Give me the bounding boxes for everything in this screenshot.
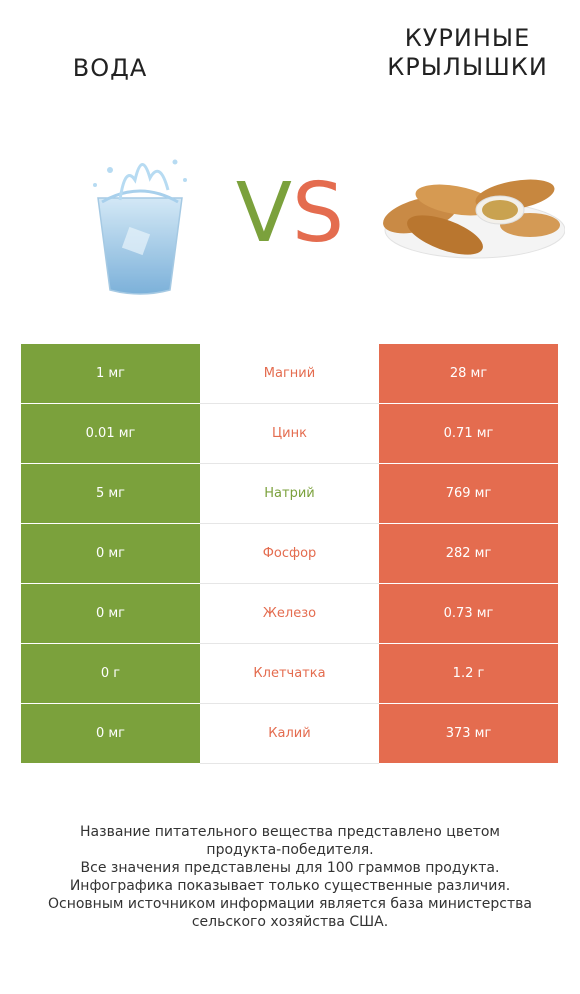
right-product-title: КУРИНЫЕ КРЫЛЫШКИ	[370, 24, 565, 82]
table-row: 0.01 мг Цинк 0.71 мг	[21, 403, 558, 464]
footer-line: сельского хозяйства США.	[191, 914, 389, 930]
chicken-wings-image	[383, 179, 565, 259]
footer-line: Инфографика показывает только существенн…	[69, 878, 511, 894]
table-row: 0 г Клетчатка 1.2 г	[21, 643, 558, 704]
left-value: 0 мг	[21, 583, 200, 644]
right-title-line-2: КРЫЛЫШКИ	[387, 53, 548, 81]
right-title-line-1: КУРИНЫЕ	[404, 24, 531, 52]
table-row: 0 мг Фосфор 282 мг	[21, 523, 558, 584]
table-row: 1 мг Магний 28 мг	[21, 344, 558, 404]
left-value: 0 г	[21, 643, 200, 704]
nutrient-name: Натрий	[200, 463, 379, 524]
vs-label: VS	[235, 166, 345, 261]
nutrient-name: Клетчатка	[200, 643, 379, 704]
footer-note: Название питательного вещества представл…	[20, 823, 560, 931]
footer-line: продукта-победителя.	[206, 842, 374, 858]
footer-line: Основным источником информации является …	[48, 896, 532, 912]
left-value: 0 мг	[21, 703, 200, 764]
right-value: 28 мг	[379, 344, 558, 404]
nutrient-name: Калий	[200, 703, 379, 764]
right-value: 0.73 мг	[379, 583, 558, 644]
table-row: 5 мг Натрий 769 мг	[21, 463, 558, 524]
right-value: 0.71 мг	[379, 403, 558, 464]
left-product-title: ВОДА	[72, 54, 148, 82]
nutrient-name: Цинк	[200, 403, 379, 464]
footer-line: Название питательного вещества представл…	[80, 824, 500, 840]
right-value: 373 мг	[379, 703, 558, 764]
left-value: 1 мг	[21, 344, 200, 404]
left-value: 0 мг	[21, 523, 200, 584]
right-value: 1.2 г	[379, 643, 558, 704]
comparison-table: 1 мг Магний 28 мг 0.01 мг Цинк 0.71 мг 5 мг Нат…	[21, 344, 558, 764]
nutrient-name: Фосфор	[200, 523, 379, 584]
table-row: 0 мг Калий 373 мг	[21, 703, 558, 764]
water-glass-image	[93, 159, 187, 295]
left-value: 5 мг	[21, 463, 200, 524]
right-value: 769 мг	[379, 463, 558, 524]
table-row: 0 мг Железо 0.73 мг	[21, 583, 558, 644]
right-value: 282 мг	[379, 523, 558, 584]
nutrient-name: Магний	[200, 344, 379, 404]
nutrient-name: Железо	[200, 583, 379, 644]
left-value: 0.01 мг	[21, 403, 200, 464]
footer-line: Все значения представлены для 100 граммо…	[80, 860, 500, 876]
